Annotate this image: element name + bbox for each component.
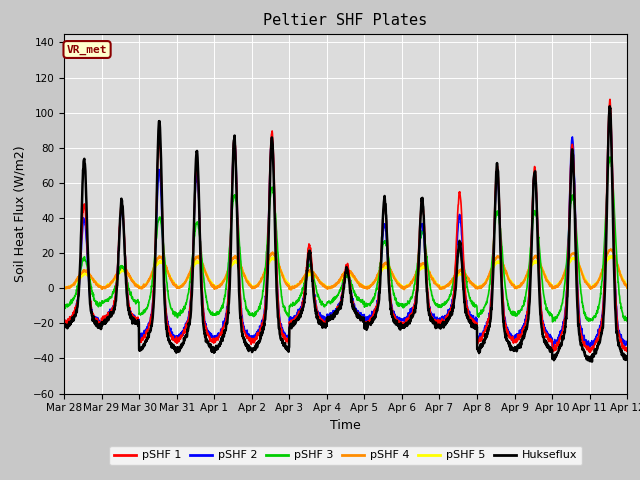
Text: VR_met: VR_met	[67, 44, 108, 55]
pSHF 1	[509, 336, 517, 342]
pSHF 1	[362, 319, 370, 325]
Hukseflux	[60, 324, 68, 329]
pSHF 5	[374, 273, 382, 278]
pSHF 2	[217, 328, 225, 334]
pSHF 4	[623, 285, 631, 290]
pSHF 1	[586, 349, 594, 355]
Hukseflux	[362, 321, 370, 326]
Line: pSHF 2: pSHF 2	[64, 107, 627, 348]
pSHF 4	[287, 287, 295, 292]
pSHF 4	[374, 270, 382, 276]
pSHF 3	[623, 318, 631, 324]
pSHF 5	[509, 282, 517, 288]
pSHF 2	[584, 346, 591, 351]
Hukseflux	[573, 303, 581, 309]
Line: pSHF 3: pSHF 3	[64, 157, 627, 322]
pSHF 2	[606, 104, 614, 110]
pSHF 2	[589, 343, 597, 348]
pSHF 2	[573, 276, 581, 282]
pSHF 4	[574, 257, 582, 263]
Hukseflux	[623, 355, 631, 360]
pSHF 1	[60, 320, 68, 326]
pSHF 3	[589, 316, 597, 322]
pSHF 3	[548, 319, 556, 325]
X-axis label: Time: Time	[330, 419, 361, 432]
Hukseflux	[217, 338, 225, 344]
pSHF 1	[217, 332, 225, 338]
Legend: pSHF 1, pSHF 2, pSHF 3, pSHF 4, pSHF 5, Hukseflux: pSHF 1, pSHF 2, pSHF 3, pSHF 4, pSHF 5, …	[109, 446, 582, 465]
Line: pSHF 1: pSHF 1	[64, 99, 627, 352]
Line: pSHF 4: pSHF 4	[64, 250, 627, 289]
pSHF 4	[217, 282, 225, 288]
pSHF 2	[60, 322, 68, 327]
pSHF 3	[217, 305, 225, 311]
pSHF 5	[623, 285, 631, 291]
pSHF 1	[374, 297, 382, 302]
pSHF 3	[362, 303, 370, 309]
pSHF 5	[589, 282, 597, 288]
pSHF 5	[399, 286, 407, 292]
pSHF 2	[623, 340, 631, 346]
pSHF 5	[217, 282, 225, 288]
pSHF 1	[589, 345, 597, 351]
pSHF 5	[362, 285, 370, 291]
pSHF 2	[362, 316, 370, 322]
pSHF 3	[606, 154, 614, 160]
pSHF 4	[362, 284, 370, 289]
pSHF 1	[573, 280, 581, 286]
pSHF 5	[607, 253, 614, 259]
pSHF 5	[574, 259, 582, 265]
Hukseflux	[589, 354, 597, 360]
pSHF 2	[374, 297, 382, 303]
pSHF 3	[509, 312, 517, 317]
pSHF 3	[374, 278, 382, 284]
Hukseflux	[374, 303, 382, 309]
Line: pSHF 5: pSHF 5	[64, 256, 627, 289]
pSHF 4	[60, 285, 68, 291]
pSHF 2	[509, 334, 517, 339]
Title: Peltier SHF Plates: Peltier SHF Plates	[264, 13, 428, 28]
Line: Hukseflux: Hukseflux	[64, 106, 627, 361]
pSHF 1	[606, 96, 614, 102]
pSHF 4	[607, 247, 615, 252]
pSHF 4	[589, 284, 597, 289]
Hukseflux	[606, 103, 614, 109]
pSHF 3	[60, 303, 68, 309]
pSHF 1	[623, 346, 631, 351]
pSHF 5	[60, 286, 68, 291]
pSHF 4	[509, 283, 517, 288]
Y-axis label: Soil Heat Flux (W/m2): Soil Heat Flux (W/m2)	[14, 145, 27, 282]
pSHF 3	[574, 246, 582, 252]
Hukseflux	[509, 346, 517, 351]
Hukseflux	[588, 359, 596, 364]
